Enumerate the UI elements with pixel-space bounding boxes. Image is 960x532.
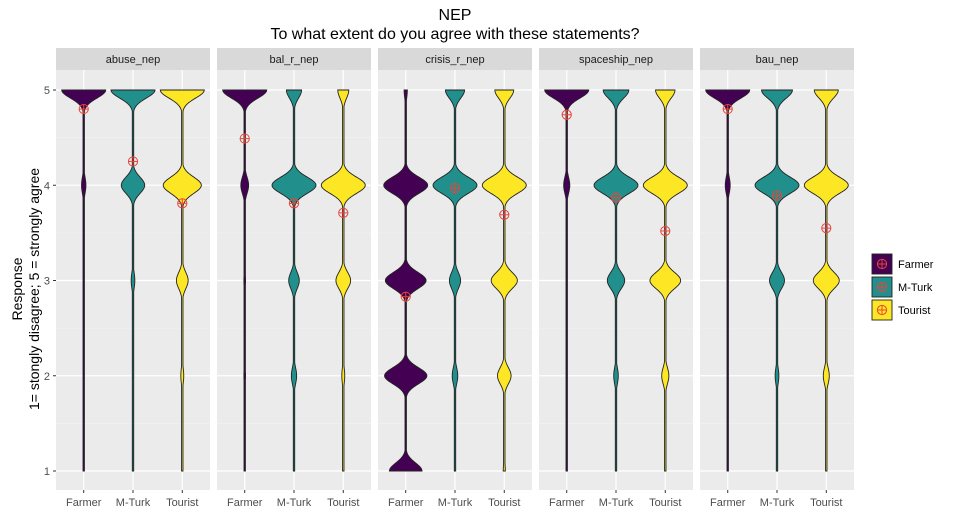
mean-marker-crisis_r_nep-tourist <box>499 209 510 220</box>
chart-subtitle: To what extent do you agree with these s… <box>270 26 639 43</box>
legend-label: Farmer <box>898 259 934 271</box>
violin-crisis_r_nep-tourist <box>481 89 527 472</box>
facet-strip-label: crisis_r_nep <box>425 54 484 66</box>
facet-strip-label: spaceship_nep <box>579 54 653 66</box>
y-axis-title-line1: Response <box>9 257 25 320</box>
legend-label: M-Turk <box>898 282 933 294</box>
y-tick-label: 3 <box>44 276 50 288</box>
mean-marker-abuse_nep-farmer <box>78 103 89 115</box>
violin-spaceship_nep-m-turk <box>593 89 639 472</box>
x-tick-label: Farmer <box>66 497 102 509</box>
facet-crisis_r_nep: crisis_r_nep Farmer M-Turk Tourist <box>378 48 532 509</box>
violin-bau_nep-m-turk <box>754 89 800 472</box>
violin-crisis_r_nep-m-turk <box>432 89 478 472</box>
violin-bal_r_nep-farmer <box>222 89 268 472</box>
facet-strip <box>700 48 854 70</box>
violin-bal_r_nep-m-turk <box>271 89 317 472</box>
mean-marker-abuse_nep-m-turk <box>127 156 139 167</box>
facet-strip <box>539 48 693 70</box>
x-tick-label: M-Turk <box>116 497 151 509</box>
x-tick-label: Farmer <box>549 497 585 509</box>
x-tick-label: Tourist <box>810 497 842 509</box>
mean-marker-bal_r_nep-tourist <box>338 207 349 218</box>
y-axis: 1 2 3 4 5 <box>44 85 56 478</box>
x-tick-label: M-Turk <box>760 497 795 509</box>
x-tick-label: Farmer <box>710 497 746 509</box>
facet-bal_r_nep: bal_r_nep Farmer M-Turk Tourist <box>217 48 371 509</box>
violin-spaceship_nep-tourist <box>642 89 688 472</box>
mean-marker-bau_nep-m-turk <box>771 190 783 201</box>
facet-strip-label: abuse_nep <box>106 54 160 66</box>
violin-abuse_nep-farmer <box>61 89 107 472</box>
mean-marker-bau_nep-tourist <box>821 223 832 234</box>
y-axis-title: Response 1= stongly disagree; 5 = strong… <box>9 168 42 410</box>
y-tick-label: 5 <box>44 85 50 97</box>
facet-strip <box>56 48 210 70</box>
violin-spaceship_nep-farmer <box>544 89 590 472</box>
mean-marker-crisis_r_nep-farmer <box>400 291 411 302</box>
y-tick-label: 2 <box>44 371 50 383</box>
facet-bau_nep: bau_nep Farmer M-Turk Tourist <box>700 48 854 509</box>
legend-item-tourist: Tourist <box>871 299 930 321</box>
facet-panels: abuse_nep Farmer M-Turk Tourist bal_r_nep Far… <box>44 48 854 509</box>
mean-marker-spaceship_nep-tourist <box>660 225 671 237</box>
x-tick-label: Tourist <box>166 497 198 509</box>
facet-abuse_nep: abuse_nep Farmer M-Turk Tourist <box>56 48 210 509</box>
mean-marker-bal_r_nep-m-turk <box>288 198 300 209</box>
violin-bau_nep-tourist <box>803 89 849 472</box>
y-tick-label: 1 <box>44 466 50 478</box>
mean-marker-abuse_nep-tourist <box>177 198 188 209</box>
mean-marker-bal_r_nep-farmer <box>239 133 250 144</box>
x-tick-label: Tourist <box>488 497 520 509</box>
facet-strip <box>378 48 532 70</box>
mean-marker-spaceship_nep-m-turk <box>610 192 622 203</box>
y-axis-title-line2: 1= stongly disagree; 5 = strongly agree <box>26 168 42 410</box>
violin-abuse_nep-tourist <box>159 89 205 472</box>
x-tick-label: Farmer <box>388 497 424 509</box>
violin-crisis_r_nep-farmer <box>383 89 429 472</box>
mean-marker-crisis_r_nep-m-turk <box>449 183 461 194</box>
facet-spaceship_nep: spaceship_nep Farmer M-Turk Tourist <box>539 48 693 509</box>
legend: Farmer M-Turk Tourist <box>871 253 934 321</box>
facet-strip <box>217 48 371 70</box>
x-tick-label: Farmer <box>227 497 263 509</box>
mean-marker-spaceship_nep-farmer <box>561 109 572 120</box>
legend-item-m-turk: M-Turk <box>871 276 933 298</box>
x-tick-label: M-Turk <box>599 497 634 509</box>
x-tick-label: Tourist <box>649 497 681 509</box>
violin-abuse_nep-m-turk <box>110 89 156 472</box>
violin-bal_r_nep-tourist <box>320 89 366 472</box>
x-tick-label: M-Turk <box>277 497 312 509</box>
x-tick-label: M-Turk <box>438 497 473 509</box>
mean-marker-bau_nep-farmer <box>722 103 733 115</box>
legend-item-farmer: Farmer <box>871 253 934 275</box>
y-tick-label: 4 <box>44 180 50 192</box>
x-tick-label: Tourist <box>327 497 359 509</box>
legend-label: Tourist <box>898 305 930 317</box>
facet-strip-label: bal_r_nep <box>270 54 319 66</box>
chart-title: NEP <box>439 7 472 24</box>
violin-bau_nep-farmer <box>705 89 751 472</box>
facet-strip-label: bau_nep <box>756 54 799 66</box>
